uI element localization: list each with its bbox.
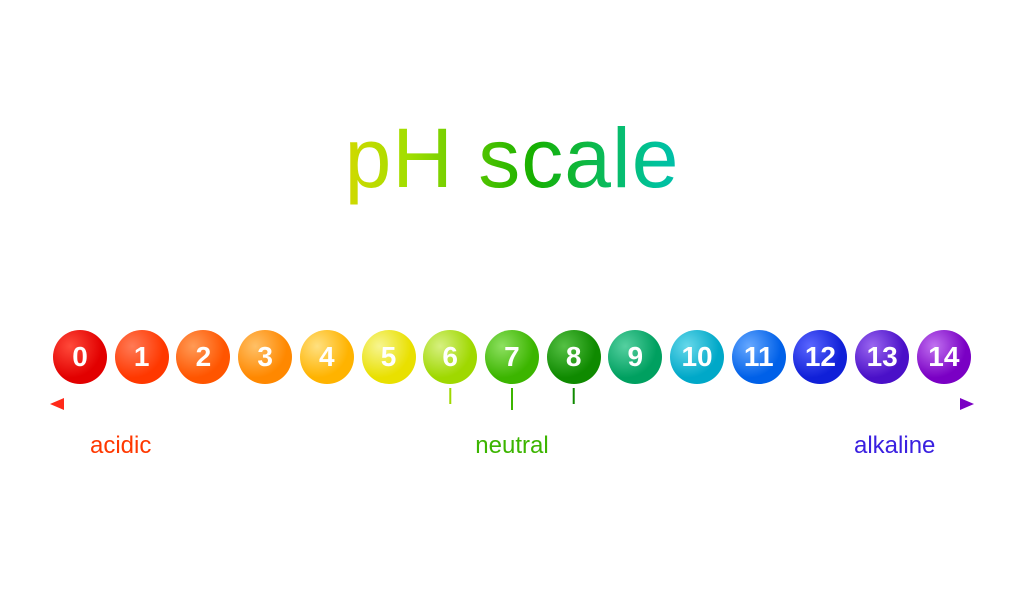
- acidic-label: acidic: [90, 432, 151, 460]
- range-annotations: [0, 0, 1024, 614]
- alkaline-label: alkaline: [854, 432, 935, 460]
- ph-scale-diagram: { "type": "infographic", "background_col…: [0, 0, 1024, 614]
- neutral-label: neutral: [475, 432, 548, 460]
